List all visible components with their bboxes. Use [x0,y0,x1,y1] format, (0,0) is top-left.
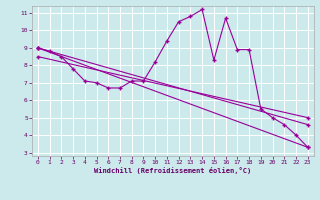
X-axis label: Windchill (Refroidissement éolien,°C): Windchill (Refroidissement éolien,°C) [94,167,252,174]
